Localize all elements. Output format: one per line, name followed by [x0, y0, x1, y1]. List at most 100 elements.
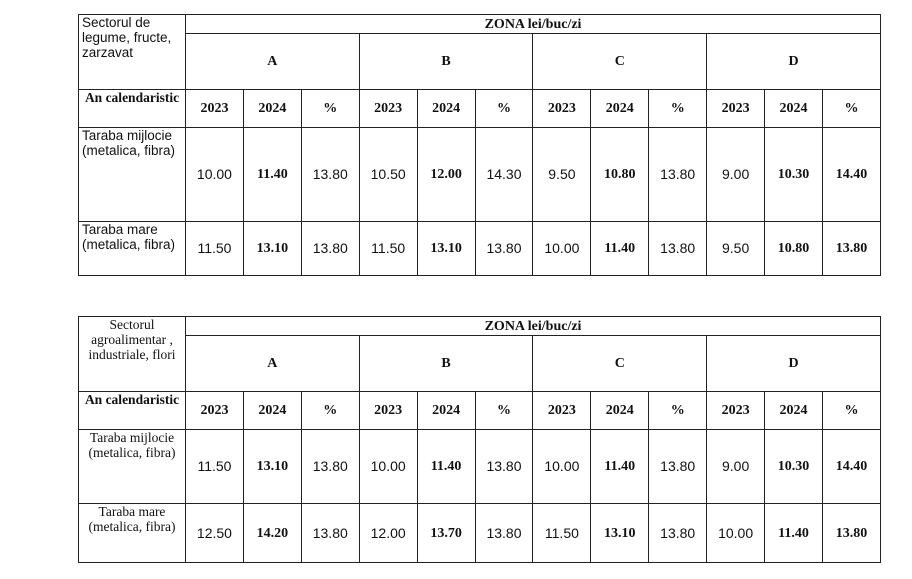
price-cell: 9.50: [532, 127, 592, 222]
price-cell: 10.80: [590, 127, 650, 222]
column-header: 2023: [358, 391, 418, 430]
price-cell: 14.40: [821, 127, 882, 222]
price-cell: 10.30: [764, 127, 823, 222]
column-header: 2024: [590, 89, 650, 128]
price-cell: 10.00: [358, 429, 418, 504]
column-header: 2024: [590, 391, 650, 430]
price-cell: 10.00: [185, 127, 244, 222]
price-cell: 13.80: [300, 221, 360, 276]
column-header: %: [648, 391, 708, 430]
data-row: Taraba mare (metalica, fibra) 11.50 13.10 1…: [78, 221, 882, 276]
column-header: 2023: [358, 89, 418, 128]
price-cell: 13.80: [648, 503, 708, 563]
column-header: 2024: [764, 89, 823, 128]
price-cell: 11.40: [242, 127, 302, 222]
zone-title: ZONA lei/buc/zi: [184, 14, 882, 34]
header-row: Sectorul de legume, fructe, zarzavat ZONA…: [78, 14, 882, 90]
price-cell: 11.50: [358, 221, 418, 276]
price-cell: 13.80: [300, 127, 360, 222]
price-cell: 10.30: [764, 429, 823, 504]
price-cell: 13.80: [648, 221, 708, 276]
row-label: Taraba mijlocie (metalica, fibra): [78, 429, 186, 504]
data-row: Taraba mijlocie (metalica, fibra) 10.00 11…: [78, 127, 882, 222]
column-header: %: [821, 391, 882, 430]
year-row: An calendaristic 2023 2024% 2023 2024% 2023 20…: [78, 391, 882, 430]
data-row: Taraba mijlocie (metalica, fibra) 11.50 13…: [78, 429, 882, 504]
price-cell: 12.00: [358, 503, 418, 563]
column-header: %: [474, 391, 534, 430]
price-cell: 11.40: [590, 221, 650, 276]
column-header: 2024: [416, 391, 476, 430]
price-cell: 13.80: [300, 429, 360, 504]
zone-name: C: [532, 335, 708, 392]
tariff-table: Sectorul de legume, fructe, zarzavat ZONA…: [78, 14, 882, 276]
column-header: 2024: [242, 89, 302, 128]
price-cell: 10.50: [358, 127, 418, 222]
column-header: %: [821, 89, 882, 128]
row-label: Taraba mijlocie (metalica, fibra): [78, 127, 186, 222]
price-cell: 13.80: [648, 127, 708, 222]
year-label: An calendaristic: [78, 391, 186, 430]
price-cell: 13.80: [300, 503, 360, 563]
price-cell: 14.40: [821, 429, 882, 504]
price-cell: 12.50: [185, 503, 244, 563]
price-cell: 10.00: [532, 429, 592, 504]
price-cell: 13.80: [648, 429, 708, 504]
year-row: An calendaristic 2023 2024% 2023 2024% 2023 20…: [78, 89, 882, 128]
zone-name: D: [706, 33, 882, 90]
price-cell: 9.00: [706, 429, 766, 504]
sector-header: Sectorul agroalimentar , industriale, fl…: [78, 316, 186, 392]
zone-name: A: [185, 33, 360, 90]
column-header: 2023: [532, 89, 592, 128]
zone-name: B: [358, 335, 534, 392]
price-cell: 11.40: [764, 503, 823, 563]
price-cell: 10.80: [764, 221, 823, 276]
price-cell: 13.10: [590, 503, 650, 563]
price-cell: 10.00: [706, 503, 766, 563]
column-header: %: [474, 89, 534, 128]
column-header: 2023: [532, 391, 592, 430]
zone-title: ZONA lei/buc/zi: [184, 316, 882, 336]
price-cell: 12.00: [416, 127, 476, 222]
price-cell: 11.40: [590, 429, 650, 504]
sector-header: Sectorul de legume, fructe, zarzavat: [78, 14, 186, 90]
column-header: 2023: [706, 89, 766, 128]
tariff-table: Sectorul agroalimentar , industriale, fl…: [78, 316, 882, 563]
price-cell: 11.50: [532, 503, 592, 563]
price-cell: 9.00: [706, 127, 766, 222]
column-header: 2023: [706, 391, 766, 430]
column-header: 2024: [764, 391, 823, 430]
row-label: Taraba mare (metalica, fibra): [78, 221, 186, 276]
price-cell: 13.80: [821, 503, 882, 563]
column-header: 2024: [416, 89, 476, 128]
price-cell: 9.50: [706, 221, 766, 276]
header-row: Sectorul agroalimentar , industriale, fl…: [78, 316, 882, 392]
row-label: Taraba mare (metalica, fibra): [78, 503, 186, 563]
column-header: %: [300, 89, 360, 128]
price-cell: 10.00: [532, 221, 592, 276]
price-cell: 13.80: [474, 503, 534, 563]
price-cell: 13.80: [474, 429, 534, 504]
price-cell: 11.50: [185, 429, 244, 504]
price-cell: 13.70: [416, 503, 476, 563]
zone-name: D: [706, 335, 882, 392]
column-header: 2023: [185, 391, 244, 430]
price-cell: 14.20: [242, 503, 302, 563]
zone-name: A: [185, 335, 360, 392]
price-cell: 14.30: [474, 127, 534, 222]
column-header: 2023: [185, 89, 244, 128]
column-header: %: [648, 89, 708, 128]
year-label: An calendaristic: [78, 89, 186, 128]
price-cell: 11.50: [185, 221, 244, 276]
price-cell: 11.40: [416, 429, 476, 504]
zone-name: B: [358, 33, 534, 90]
column-header: 2024: [242, 391, 302, 430]
price-cell: 13.10: [416, 221, 476, 276]
column-header: %: [300, 391, 360, 430]
price-cell: 13.80: [821, 221, 882, 276]
price-cell: 13.10: [242, 429, 302, 504]
price-cell: 13.10: [242, 221, 302, 276]
